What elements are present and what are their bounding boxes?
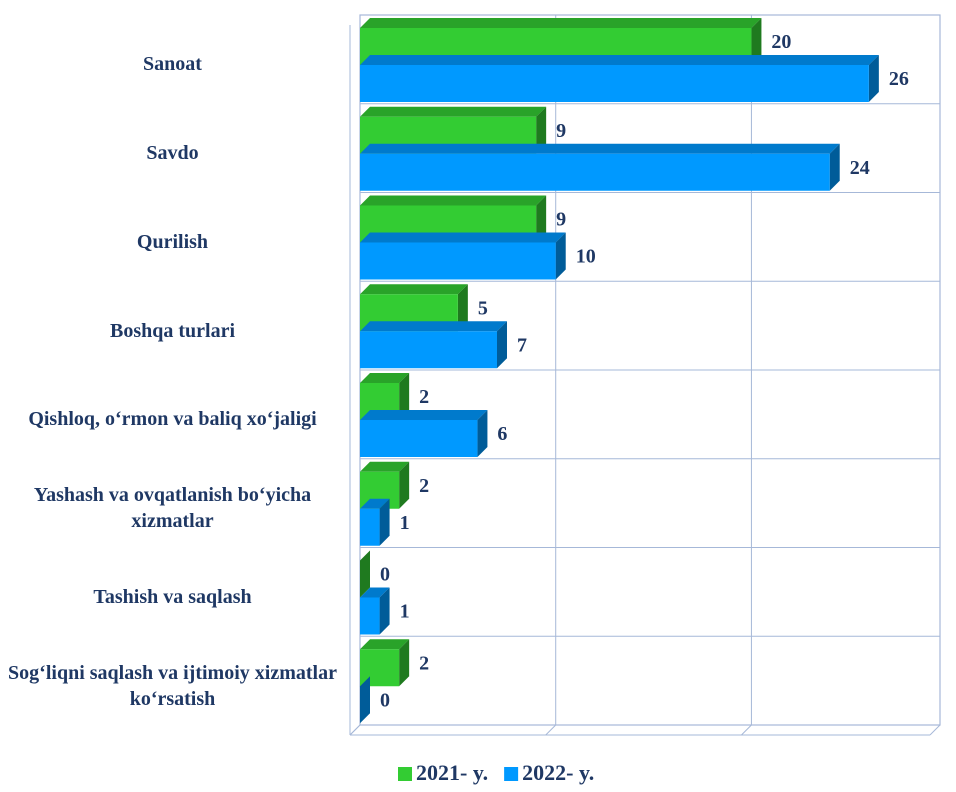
bar-side xyxy=(399,639,410,687)
y-tick-label: Yashash va ovqatlanish bo‘yicha xizmatla… xyxy=(33,484,312,533)
y-tick-label: Qurilish xyxy=(136,230,209,253)
bar-top xyxy=(360,18,762,28)
y-tick-label: Boshqa turlari xyxy=(109,319,236,342)
bar-side xyxy=(536,106,547,154)
bar xyxy=(360,153,830,191)
data-label: 6 xyxy=(497,423,507,445)
data-label: 9 xyxy=(556,209,566,231)
data-label: 2 xyxy=(419,386,429,408)
bar xyxy=(360,331,497,369)
bar-top xyxy=(360,373,410,383)
bar-top xyxy=(360,410,488,420)
bar-side xyxy=(457,284,468,332)
bar-side xyxy=(399,461,410,509)
bar-top xyxy=(360,498,390,509)
bar-side xyxy=(751,18,762,65)
bar-side xyxy=(868,55,879,102)
bar xyxy=(360,65,869,102)
data-label: 20 xyxy=(771,31,791,53)
bar xyxy=(360,597,380,635)
bar-top xyxy=(360,55,879,65)
data-label: 24 xyxy=(850,157,870,179)
y-tick-label: Sog‘liqni saqlash va ijtimoiy xizmatlar … xyxy=(8,661,337,710)
bar xyxy=(360,242,556,280)
bar-top xyxy=(360,106,547,117)
y-tick-label: Sanoat xyxy=(143,53,202,76)
data-label: 1 xyxy=(400,601,410,623)
grid-line xyxy=(545,724,557,736)
bar-side xyxy=(360,550,370,598)
bar-top xyxy=(360,195,547,206)
floor-edge xyxy=(929,724,941,736)
data-label: 10 xyxy=(576,246,596,268)
data-label: 1 xyxy=(400,512,410,534)
bar-side xyxy=(399,373,410,420)
data-label: 7 xyxy=(517,334,527,356)
bar-top xyxy=(360,284,468,295)
bar-top xyxy=(360,461,410,472)
bar-side xyxy=(497,321,507,369)
bar-side xyxy=(379,587,390,635)
bar-top xyxy=(360,639,410,650)
bar xyxy=(360,508,380,546)
y-tick-label: Savdo xyxy=(146,142,199,165)
y-tick-label: Tashish va saqlash xyxy=(93,585,252,608)
bar xyxy=(360,420,478,457)
data-label: 5 xyxy=(478,297,488,319)
grid-line xyxy=(741,724,752,736)
legend-label: 2021- y. xyxy=(416,760,488,785)
data-label: 26 xyxy=(889,68,909,90)
bar-top xyxy=(360,232,566,243)
data-label: 0 xyxy=(380,689,390,711)
bar-top xyxy=(360,143,840,154)
bar-side xyxy=(360,676,370,724)
y-tick-label: Qishloq, o‘rmon va baliq xo‘jaligi xyxy=(28,408,317,431)
bar-side xyxy=(477,410,488,457)
data-label: 0 xyxy=(380,564,390,586)
data-label: 2 xyxy=(419,475,429,497)
bar-top xyxy=(360,321,507,332)
bar-side xyxy=(555,232,566,280)
data-label: 2 xyxy=(419,652,429,674)
bar-side xyxy=(829,143,840,191)
legend-swatch xyxy=(504,767,519,781)
bar-side xyxy=(379,498,390,546)
grid-line xyxy=(349,724,361,736)
bar-top xyxy=(360,587,390,598)
data-label: 9 xyxy=(556,120,566,142)
bar-side xyxy=(536,195,547,243)
legend-swatch xyxy=(398,767,412,781)
legend-label: 2022- y. xyxy=(522,760,594,785)
